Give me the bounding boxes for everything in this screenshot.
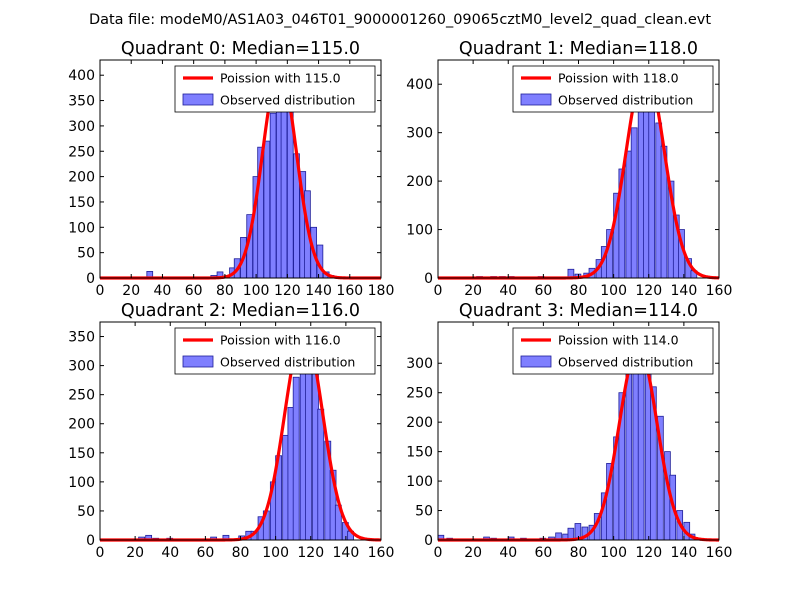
x-tick-label: 100: [600, 545, 627, 561]
quadrant-1-plot: Quadrant 1: Median=118.0 0 20 40 60 80 100 120 1…: [406, 39, 732, 299]
histogram-bar: [317, 408, 325, 541]
legend-label-observed: Observed distribution: [220, 93, 355, 108]
x-tick-label: 100: [243, 283, 270, 299]
x-tick-label: 140: [671, 283, 698, 299]
chart-title: Quadrant 3: Median=114.0: [459, 301, 698, 321]
x-tick-label: 40: [499, 283, 517, 299]
legend-bar-swatch: [520, 355, 552, 368]
y-tick-label: 0: [424, 271, 433, 287]
y-tick-label: 300: [68, 119, 95, 135]
x-tick-label: 0: [96, 545, 105, 561]
y-tick-label: 250: [68, 144, 95, 160]
legend-label-fit: Poission with 114.0: [558, 333, 679, 348]
histogram-bar: [263, 140, 271, 279]
x-tick-label: 160: [336, 283, 363, 299]
x-tick-label: 40: [154, 283, 172, 299]
x-tick-label: 140: [305, 283, 332, 299]
y-tick-label: 200: [68, 170, 95, 186]
x-tick-label: 80: [232, 545, 250, 561]
figure-suptitle: Data file: modeM0/AS1A03_046T01_90000012…: [89, 12, 711, 28]
x-tick-label: 20: [464, 283, 482, 299]
legend-label-observed: Observed distribution: [558, 355, 693, 370]
y-tick-label: 350: [68, 330, 95, 346]
y-tick-label: 250: [68, 388, 95, 404]
y-tick-label: 150: [68, 195, 95, 211]
x-tick-label: 60: [534, 283, 552, 299]
x-tick-label: 100: [600, 283, 627, 299]
x-tick-label: 0: [434, 283, 443, 299]
legend-bar-swatch: [182, 355, 214, 368]
chart-title: Quadrant 0: Median=115.0: [121, 39, 360, 59]
histogram-bar: [269, 112, 277, 279]
y-tick-label: 400: [68, 68, 95, 84]
y-tick-label: 200: [406, 174, 433, 190]
x-tick-label: 60: [534, 545, 552, 561]
x-tick-label: 120: [274, 283, 301, 299]
y-tick-label: 0: [86, 533, 95, 549]
y-tick-label: 150: [406, 445, 433, 461]
x-tick-label: 140: [671, 545, 698, 561]
x-tick-label: 80: [570, 545, 588, 561]
y-tick-label: 50: [77, 246, 95, 262]
y-tick-label: 150: [68, 446, 95, 462]
legend-bar-swatch: [182, 93, 214, 106]
y-tick-label: 400: [406, 77, 433, 93]
y-tick-label: 250: [406, 386, 433, 402]
x-tick-label: 0: [434, 545, 443, 561]
quadrant-3-plot: Quadrant 3: Median=114.0 0 20 40 60 80 100 120 1…: [406, 301, 732, 561]
x-tick-label: 120: [635, 545, 662, 561]
x-tick-label: 20: [126, 545, 144, 561]
quadrant-0-plot: Quadrant 0: Median=115.00 20 40 60 80 100 120 1…: [68, 39, 394, 299]
x-tick-label: 0: [96, 283, 105, 299]
x-tick-label: 160: [706, 283, 733, 299]
y-tick-label: 300: [406, 356, 433, 372]
chart-title: Quadrant 2: Median=116.0: [121, 301, 360, 321]
legend-label-observed: Observed distribution: [220, 355, 355, 370]
x-tick-label: 140: [333, 545, 360, 561]
y-tick-label: 200: [406, 415, 433, 431]
plot-frame: [99, 59, 382, 279]
histogram-bar: [648, 98, 656, 279]
legend-label-fit: Poission with 115.0: [220, 71, 341, 86]
x-tick-label: 60: [196, 545, 214, 561]
x-tick-label: 80: [216, 283, 234, 299]
legend-label-fit: Poission with 118.0: [558, 71, 679, 86]
x-tick-label: 180: [368, 283, 395, 299]
y-tick-label: 100: [406, 223, 433, 239]
subplots: Quadrant 0: Median=115.00 20 40 60 80 100 120 1…: [68, 39, 732, 561]
x-tick-label: 60: [185, 283, 203, 299]
y-tick-label: 50: [415, 504, 433, 520]
legend-bar-swatch: [520, 93, 552, 106]
y-tick-label: 0: [424, 533, 433, 549]
histogram-bar: [630, 127, 638, 279]
x-tick-label: 160: [706, 545, 733, 561]
quadrant-2-plot: Quadrant 2: Median=116.0 0 20 40 60 80 100 120 1…: [68, 301, 394, 561]
y-tick-label: 100: [406, 474, 433, 490]
y-tick-label: 0: [86, 271, 95, 287]
x-tick-label: 100: [262, 545, 289, 561]
x-tick-label: 40: [499, 545, 517, 561]
histogram-bar: [637, 348, 645, 541]
x-tick-label: 160: [368, 545, 395, 561]
y-tick-label: 100: [68, 220, 95, 236]
y-tick-label: 350: [68, 94, 95, 110]
y-tick-label: 300: [406, 126, 433, 142]
x-tick-label: 20: [122, 283, 140, 299]
x-tick-label: 20: [464, 545, 482, 561]
x-tick-label: 80: [570, 283, 588, 299]
histogram-bar: [292, 376, 300, 541]
x-tick-label: 120: [297, 545, 324, 561]
x-tick-label: 40: [161, 545, 179, 561]
y-tick-label: 50: [77, 504, 95, 520]
y-tick-label: 200: [68, 417, 95, 433]
y-tick-label: 100: [68, 475, 95, 491]
x-tick-label: 120: [635, 283, 662, 299]
chart-title: Quadrant 1: Median=118.0: [459, 39, 698, 59]
legend-label-fit: Poission with 116.0: [220, 333, 341, 348]
legend-label-observed: Observed distribution: [558, 93, 693, 108]
y-tick-label: 300: [68, 359, 95, 375]
